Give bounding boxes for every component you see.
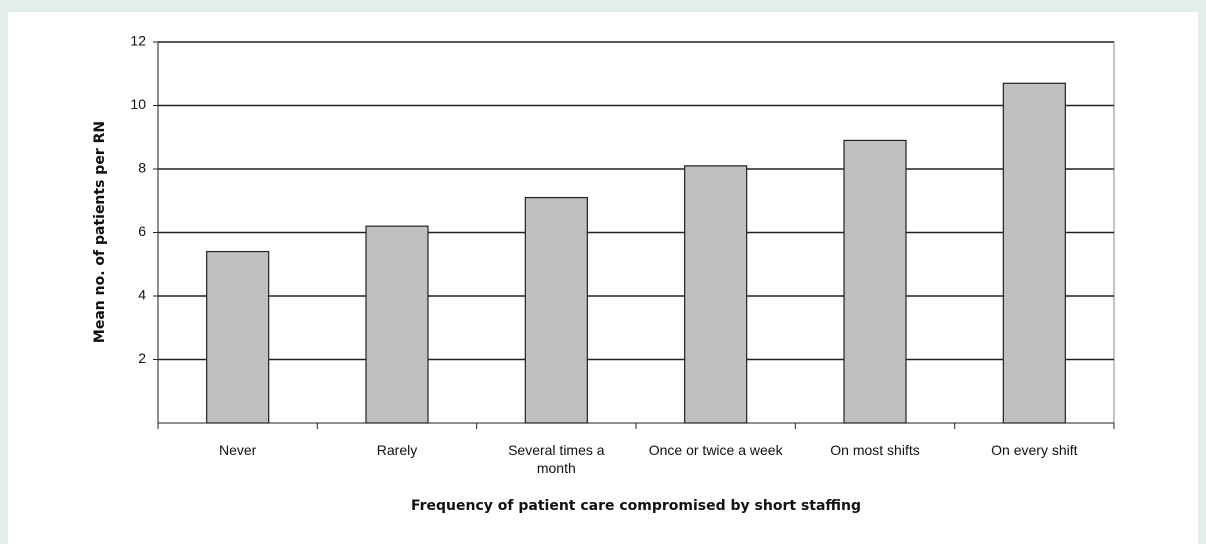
y-tick-label: 2 bbox=[138, 350, 146, 366]
x-tick-label: On most shifts bbox=[830, 442, 920, 458]
x-tick-label: Rarely bbox=[376, 442, 418, 458]
bar bbox=[524, 196, 588, 424]
x-tick-label: Once or twice a week bbox=[648, 442, 783, 458]
x-tick-label: Never bbox=[218, 442, 257, 458]
bar bbox=[843, 139, 907, 424]
x-tick-label: Several times a month bbox=[508, 442, 605, 476]
y-axis-title: Mean no. of patients per RN bbox=[92, 121, 108, 343]
x-tick-label: On every shift bbox=[991, 442, 1078, 458]
x-axis-title: Frequency of patient care compromised by… bbox=[411, 498, 861, 514]
bar bbox=[206, 250, 270, 424]
y-tick-label: 12 bbox=[130, 33, 146, 49]
y-tick-label: 8 bbox=[138, 160, 146, 176]
y-tick-label: 10 bbox=[130, 96, 146, 112]
y-tick-label: 6 bbox=[138, 223, 146, 239]
y-tick-label: 4 bbox=[138, 287, 146, 303]
bar bbox=[365, 225, 429, 424]
bar bbox=[1002, 82, 1066, 424]
bar bbox=[684, 165, 748, 424]
